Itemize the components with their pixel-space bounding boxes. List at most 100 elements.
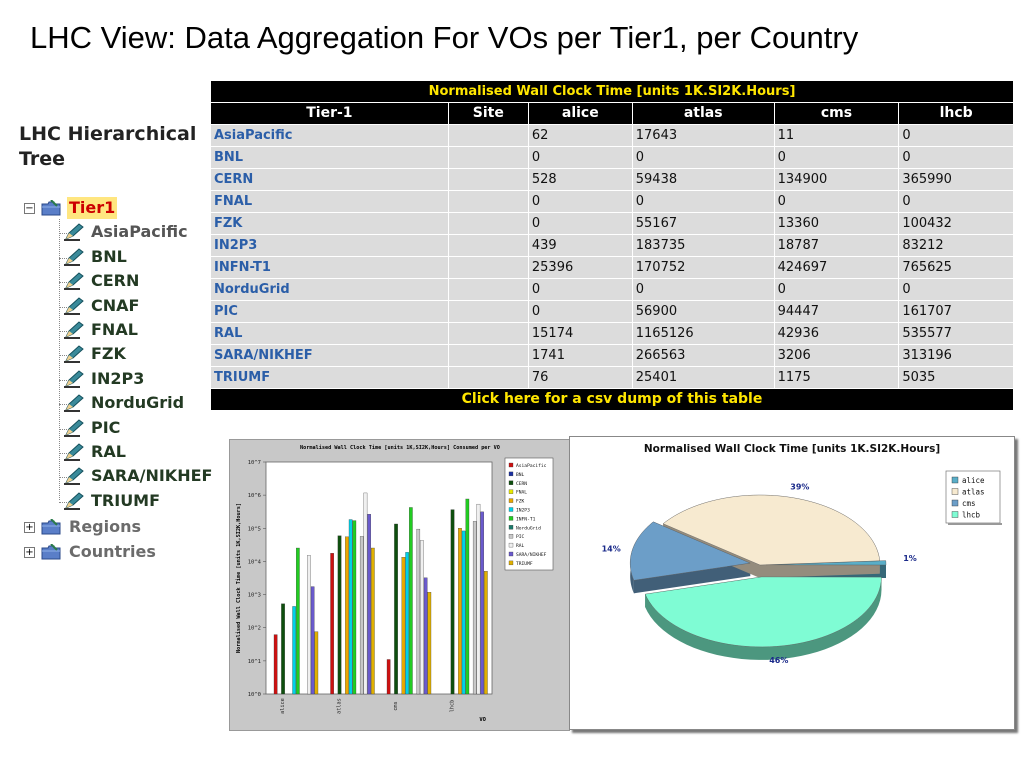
table-cell: 161707 (898, 300, 1014, 323)
column-header[interactable]: alice (527, 102, 633, 125)
site-link[interactable]: FZK (210, 212, 449, 235)
table-row: FZK 0 55167 13360 100432 (210, 212, 1014, 235)
site-link[interactable]: IN2P3 (210, 234, 449, 257)
bar-alice-ral (307, 555, 311, 695)
x-axis-label: VO (479, 717, 486, 723)
tree-label: BNL (91, 246, 127, 266)
site-link[interactable]: BNL (210, 146, 449, 169)
folder-icon (41, 518, 61, 535)
pie-chart-panel: Normalised Wall Clock Time [units 1K.SI2… (569, 436, 1015, 730)
table-cell (447, 168, 529, 191)
table-header-row: Tier-1 Site alice atlas cms lhcb (210, 102, 1014, 125)
site-link[interactable]: TRIUMF (210, 366, 449, 389)
site-link[interactable]: SARA/NIKHEF (210, 344, 449, 367)
y-tick-label: 10^5 (248, 526, 261, 532)
table-cell: 17643 (631, 124, 775, 147)
site-link[interactable]: AsiaPacific (210, 124, 449, 147)
tree-connector (59, 257, 69, 259)
tree-connector (59, 379, 69, 381)
pencil-icon (64, 492, 84, 510)
table-cell: 0 (773, 278, 900, 301)
legend-label: FNAL (516, 490, 527, 496)
column-header[interactable]: atlas (631, 102, 775, 125)
pencil-icon (64, 394, 84, 413)
table-cell: 18787 (773, 234, 900, 257)
table-cell (447, 278, 529, 301)
legend-swatch (508, 534, 514, 539)
table-cell: 0 (527, 278, 633, 301)
site-link[interactable]: NorduGrid (210, 278, 449, 301)
column-header[interactable]: Tier-1 (210, 102, 449, 125)
tree-label: RAL (91, 442, 126, 461)
x-tick-label: alice (280, 698, 286, 714)
bar-lhcb-triumf (484, 571, 488, 695)
table-cell: 765625 (898, 256, 1014, 279)
table-cell: 0 (631, 190, 775, 213)
pie-slice-lhcb (644, 576, 882, 648)
tree-connector (59, 477, 69, 479)
legend-swatch (508, 525, 514, 530)
table-caption: Normalised Wall Clock Time [units 1K.SI2… (210, 80, 1014, 103)
bar-lhcb-infn-t1 (465, 498, 470, 695)
bar-atlas-fzk (345, 536, 349, 695)
site-link[interactable]: INFN-T1 (210, 256, 449, 279)
bar-alice-asiapacific (273, 634, 278, 695)
table-row: BNL 0 0 0 0 (210, 146, 1014, 169)
table-row: INFN-T1 25396 170752 424697 765625 (210, 256, 1014, 279)
table-cell: 25396 (527, 256, 633, 279)
expand-toggle-icon[interactable]: + (24, 522, 35, 534)
pie-slice-label: 46% (769, 656, 788, 665)
table-row: TRIUMF 76 25401 1175 5035 (210, 366, 1014, 389)
table-cell: 0 (773, 146, 900, 169)
csv-dump-link[interactable]: Click here for a csv dump of this table (210, 388, 1014, 411)
bar-lhcb-sara-nikhef (480, 511, 484, 695)
legend-label: atlas (962, 488, 985, 497)
column-header[interactable]: Site (447, 102, 529, 125)
bar-atlas-cern (337, 535, 342, 695)
table-cell: 0 (898, 190, 1014, 213)
pie-slice-cms (629, 521, 751, 581)
column-header[interactable]: cms (773, 102, 900, 125)
bar-cms-fzk (401, 557, 406, 695)
bar-atlas-ral (363, 492, 368, 695)
pencil-icon (64, 272, 84, 291)
bar-lhcb-pic (472, 521, 477, 695)
table-cell (447, 124, 529, 147)
site-link[interactable]: CERN (210, 168, 449, 191)
table-cell: 1741 (527, 344, 633, 367)
folder-icon (41, 542, 61, 560)
table-cell: 0 (898, 278, 1014, 301)
table-cell (447, 234, 529, 257)
table-cell: 535577 (898, 322, 1014, 345)
tree-connector (59, 233, 69, 235)
table-cell (447, 344, 529, 367)
pencil-icon (64, 321, 84, 339)
y-tick-label: 10^0 (248, 692, 261, 698)
bar-cms-asiapacific (386, 659, 391, 695)
table-row: PIC 0 56900 94447 161707 (210, 300, 1014, 323)
table-cell (447, 212, 529, 235)
bar-cms-infn-t1 (409, 507, 413, 695)
bar-chart-title: Normalised Wall Clock Time [units 1K,SI2… (300, 445, 500, 451)
legend-swatch (508, 516, 514, 521)
site-link[interactable]: RAL (210, 322, 449, 345)
table-cell: 0 (631, 278, 775, 301)
table-cell: 0 (631, 146, 775, 169)
legend-label: BNL (516, 472, 525, 478)
bar-alice-sara-nikhef (310, 586, 315, 695)
x-tick-label: cms (393, 701, 399, 710)
table-cell: 42936 (773, 322, 900, 345)
table-row: SARA/NIKHEF 1741 266563 3206 313196 (210, 344, 1014, 367)
expand-toggle-icon[interactable]: + (24, 546, 35, 558)
legend-label: IN2P3 (516, 508, 530, 514)
legend-label: NorduGrid (516, 525, 541, 531)
tree-heading-line2: Tree (19, 148, 66, 170)
pie-slice-label: 14% (602, 544, 621, 553)
folder-icon (41, 199, 61, 216)
collapse-toggle-icon[interactable]: − (24, 203, 35, 214)
table-cell: 94447 (773, 300, 900, 323)
site-link[interactable]: PIC (210, 300, 449, 323)
site-link[interactable]: FNAL (210, 190, 449, 213)
y-tick-label: 10^1 (248, 659, 261, 665)
column-header[interactable]: lhcb (898, 102, 1014, 125)
